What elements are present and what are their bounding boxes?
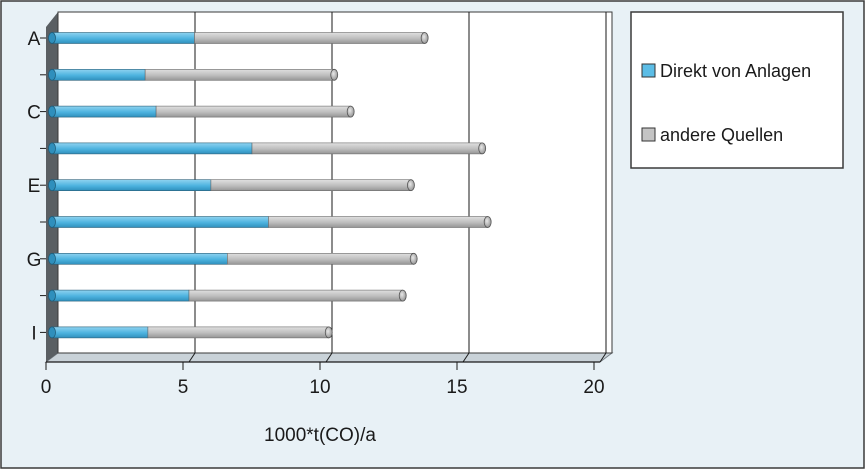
bar-andere-I — [147, 326, 330, 339]
bar-andere-C — [155, 105, 351, 118]
x-tick-label-10: 10 — [309, 377, 330, 398]
bar-direkt-I — [51, 326, 149, 339]
x-axis-label: 1000*t(CO)/a — [264, 425, 376, 446]
y-tick-label-C: C — [27, 103, 41, 124]
legend-label-direkt: Direkt von Anlagen — [660, 61, 811, 81]
bar-andere-D — [251, 142, 483, 155]
legend: Direkt von Anlagen andere Quellen — [630, 11, 844, 169]
bar-base-C — [48, 105, 56, 118]
bar-cap-A — [420, 32, 429, 44]
gridline-floor-10 — [325, 352, 333, 363]
bar-direkt-H — [51, 289, 190, 302]
y-tick-label-I: I — [31, 323, 36, 344]
bar-andere-H — [188, 289, 404, 302]
bar-andere-F — [268, 216, 488, 228]
bar-direkt-C — [51, 105, 157, 118]
bar-base-A — [48, 32, 56, 44]
legend-item-direkt: Direkt von Anlagen — [641, 61, 811, 81]
legend-swatch-direkt — [641, 63, 656, 78]
legend-item-andere: andere Quellen — [641, 125, 783, 145]
bar-cap-D — [478, 142, 487, 155]
bar-base-F — [48, 216, 56, 228]
y-tick-label-A: A — [28, 29, 41, 50]
legend-swatch-andere — [641, 127, 656, 142]
gridline-floor-15 — [462, 352, 470, 363]
legend-label-andere: andere Quellen — [660, 125, 783, 145]
bars — [48, 32, 492, 339]
x-tick-label-15: 15 — [446, 377, 467, 398]
bar-andere-G — [227, 253, 414, 265]
gridline-floor-20 — [599, 352, 607, 363]
bar-cap-G — [409, 252, 418, 265]
bar-base-H — [48, 289, 56, 302]
bar-base-G — [48, 252, 56, 265]
x-tick-label-5: 5 — [178, 377, 189, 398]
bar-direkt-A — [51, 32, 195, 44]
bar-cap-H — [398, 289, 407, 302]
bar-direkt-G — [51, 253, 228, 265]
x-axis-ticks: 0 5 10 15 20 — [41, 361, 605, 398]
bar-base-D — [48, 142, 56, 155]
bar-andere-B — [144, 69, 335, 81]
bar-base-E — [48, 179, 56, 192]
legend-box — [630, 11, 844, 169]
bar-andere-A — [194, 32, 425, 44]
y-axis-ticks: A C E G I — [27, 29, 46, 344]
y-tick-label-E: E — [28, 176, 41, 197]
x-tick-label-0: 0 — [41, 377, 52, 398]
y-tick-label-G: G — [27, 250, 42, 271]
bar-direkt-D — [51, 142, 253, 155]
x-tick-label-20: 20 — [583, 377, 604, 398]
bar-andere-E — [210, 179, 412, 191]
bar-cap-F — [483, 216, 492, 228]
bar-cap-E — [407, 179, 415, 192]
bar-direkt-B — [51, 69, 146, 81]
bar-direkt-E — [51, 179, 212, 191]
bar-cap-B — [330, 68, 339, 81]
bar-cap-I — [324, 326, 333, 339]
bar-direkt-F — [51, 216, 269, 228]
gridline-floor-5 — [188, 352, 196, 363]
bar-cap-C — [346, 105, 355, 118]
bar-base-B — [48, 68, 56, 81]
bar-base-I — [48, 326, 56, 339]
